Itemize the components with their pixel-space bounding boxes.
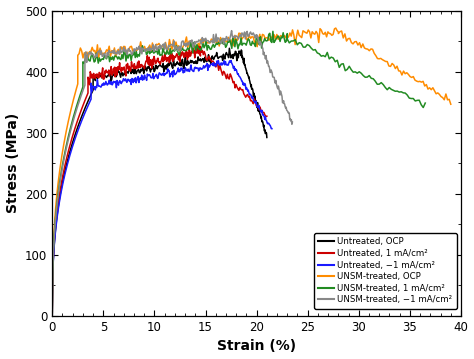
Untreated, OCP bbox=[227, 46, 232, 50]
Y-axis label: Stress (MPa): Stress (MPa) bbox=[6, 113, 19, 213]
Untreated, −1 mA/cm² bbox=[97, 84, 103, 89]
Untreated, OCP bbox=[184, 63, 190, 67]
UNSM-treated, OCP bbox=[92, 48, 98, 52]
Untreated, −1 mA/cm² bbox=[49, 314, 55, 318]
Untreated, −1 mA/cm² bbox=[261, 114, 266, 118]
Untreated, 1 mA/cm² bbox=[145, 60, 151, 64]
Untreated, −1 mA/cm² bbox=[145, 74, 151, 78]
Line: Untreated, OCP: Untreated, OCP bbox=[52, 48, 267, 316]
Untreated, −1 mA/cm² bbox=[177, 68, 182, 72]
Untreated, −1 mA/cm² bbox=[267, 123, 273, 127]
Untreated, OCP bbox=[259, 118, 264, 122]
UNSM-treated, OCP bbox=[448, 102, 454, 106]
Line: UNSM-treated, −1 mA/cm²: UNSM-treated, −1 mA/cm² bbox=[52, 31, 292, 316]
Untreated, 1 mA/cm² bbox=[260, 111, 266, 115]
Untreated, 1 mA/cm² bbox=[92, 76, 98, 80]
Untreated, OCP bbox=[151, 65, 156, 70]
Untreated, OCP bbox=[100, 74, 106, 79]
UNSM-treated, 1 mA/cm² bbox=[210, 44, 215, 48]
X-axis label: Strain (%): Strain (%) bbox=[217, 340, 296, 354]
UNSM-treated, OCP bbox=[181, 43, 187, 47]
UNSM-treated, OCP bbox=[214, 41, 219, 46]
Untreated, 1 mA/cm² bbox=[251, 102, 256, 106]
UNSM-treated, −1 mA/cm² bbox=[93, 52, 99, 56]
UNSM-treated, −1 mA/cm² bbox=[283, 104, 288, 109]
Line: UNSM-treated, OCP: UNSM-treated, OCP bbox=[52, 28, 451, 316]
Untreated, 1 mA/cm² bbox=[195, 43, 201, 47]
Untreated, OCP bbox=[264, 135, 270, 140]
Untreated, 1 mA/cm² bbox=[131, 66, 137, 71]
Untreated, OCP bbox=[169, 65, 175, 69]
Untreated, −1 mA/cm² bbox=[269, 126, 275, 131]
Untreated, 1 mA/cm² bbox=[49, 314, 55, 318]
UNSM-treated, OCP bbox=[49, 314, 55, 318]
UNSM-treated, 1 mA/cm² bbox=[189, 45, 195, 49]
Line: Untreated, 1 mA/cm²: Untreated, 1 mA/cm² bbox=[52, 45, 267, 316]
Untreated, 1 mA/cm² bbox=[156, 60, 162, 64]
UNSM-treated, −1 mA/cm² bbox=[290, 120, 295, 124]
UNSM-treated, 1 mA/cm² bbox=[49, 314, 55, 318]
UNSM-treated, −1 mA/cm² bbox=[229, 28, 235, 33]
UNSM-treated, 1 mA/cm² bbox=[93, 51, 99, 55]
UNSM-treated, 1 mA/cm² bbox=[394, 89, 400, 93]
UNSM-treated, 1 mA/cm² bbox=[414, 98, 420, 103]
Untreated, −1 mA/cm² bbox=[228, 58, 234, 62]
UNSM-treated, −1 mA/cm² bbox=[152, 47, 158, 51]
Untreated, −1 mA/cm² bbox=[163, 72, 168, 76]
UNSM-treated, −1 mA/cm² bbox=[191, 45, 197, 50]
Legend: Untreated, OCP, Untreated, 1 mA/cm², Untreated, −1 mA/cm², UNSM-treated, OCP, UN: Untreated, OCP, Untreated, 1 mA/cm², Unt… bbox=[314, 233, 457, 309]
UNSM-treated, OCP bbox=[333, 26, 338, 30]
Untreated, OCP bbox=[263, 131, 268, 136]
UNSM-treated, OCP bbox=[441, 98, 447, 102]
Line: UNSM-treated, 1 mA/cm²: UNSM-treated, 1 mA/cm² bbox=[52, 31, 425, 316]
UNSM-treated, −1 mA/cm² bbox=[287, 117, 293, 121]
UNSM-treated, 1 mA/cm² bbox=[422, 101, 428, 105]
UNSM-treated, OCP bbox=[425, 87, 431, 91]
Untreated, 1 mA/cm² bbox=[264, 114, 270, 118]
UNSM-treated, −1 mA/cm² bbox=[173, 44, 179, 48]
UNSM-treated, −1 mA/cm² bbox=[49, 314, 55, 318]
Untreated, OCP bbox=[49, 314, 55, 318]
Line: Untreated, −1 mA/cm²: Untreated, −1 mA/cm² bbox=[52, 60, 272, 316]
UNSM-treated, OCP bbox=[240, 36, 246, 40]
UNSM-treated, 1 mA/cm² bbox=[270, 29, 276, 33]
UNSM-treated, 1 mA/cm² bbox=[163, 52, 169, 56]
